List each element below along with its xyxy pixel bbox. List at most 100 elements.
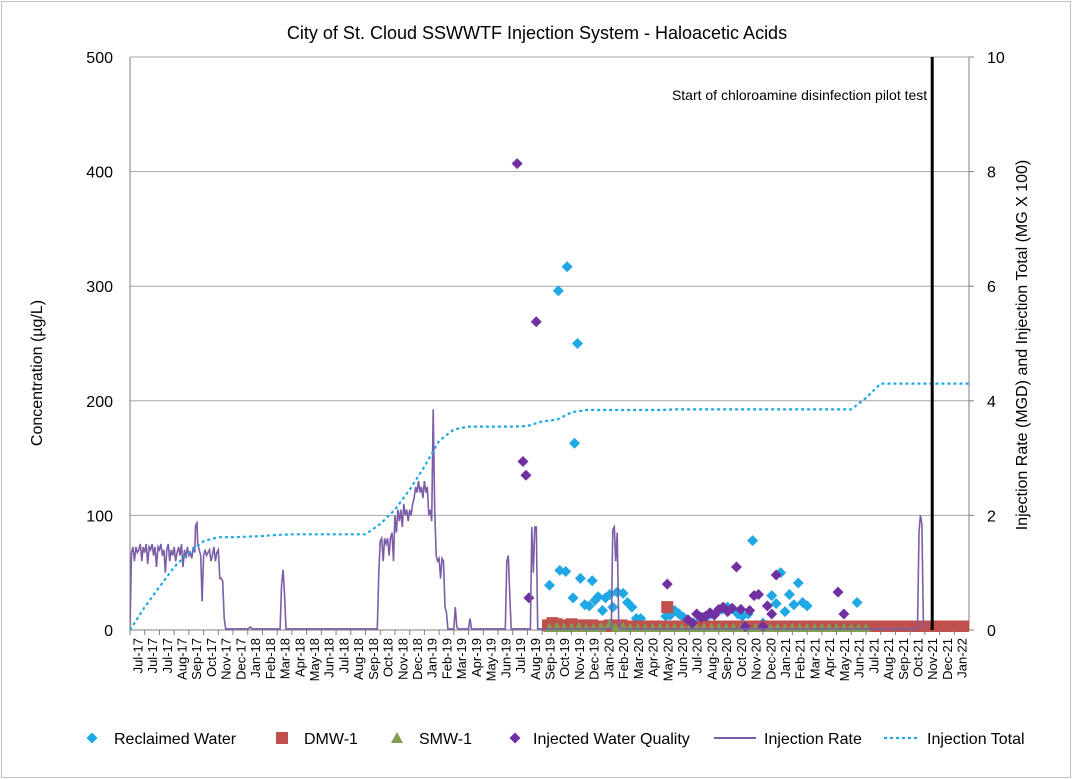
data-point bbox=[640, 622, 651, 632]
y2-tick-label: 8 bbox=[987, 165, 996, 182]
data-point bbox=[552, 285, 564, 297]
series-group bbox=[130, 158, 1046, 633]
x-tick-label: Dec-18 bbox=[410, 638, 425, 680]
legend-label: Injection Rate bbox=[764, 731, 862, 748]
data-point bbox=[728, 622, 739, 632]
data-point bbox=[816, 622, 827, 632]
data-point bbox=[766, 608, 778, 620]
data-point bbox=[824, 622, 835, 632]
data-point bbox=[750, 622, 761, 632]
legend-item: Injection Rate bbox=[714, 731, 862, 748]
x-tick-label: Feb-21 bbox=[793, 638, 808, 679]
data-point bbox=[998, 621, 1010, 633]
x-tick-label: Nov-17 bbox=[219, 638, 234, 680]
y-tick-label: 0 bbox=[104, 623, 113, 640]
data-point bbox=[1034, 621, 1046, 633]
x-tick-label: May-21 bbox=[837, 638, 852, 681]
annotation-label: Start of chloroamine disinfection pilot … bbox=[672, 87, 927, 103]
x-tick-label: Sep-21 bbox=[896, 638, 911, 680]
legend-swatch bbox=[86, 732, 98, 744]
x-tick-label: Jun-19 bbox=[498, 638, 513, 678]
data-point bbox=[792, 577, 804, 589]
data-point bbox=[846, 622, 857, 632]
data-point bbox=[968, 620, 969, 632]
x-tick-label: Nov-20 bbox=[749, 638, 764, 680]
data-point bbox=[581, 622, 592, 632]
y2-tick-label: 10 bbox=[987, 50, 1005, 67]
legend-item: DMW-1 bbox=[276, 731, 358, 748]
x-tick-label: Feb-18 bbox=[263, 638, 278, 679]
x-tick-label: Sep-17 bbox=[189, 638, 204, 680]
x-tick-label: Dec-19 bbox=[587, 638, 602, 680]
x-tick-label: Jan-19 bbox=[425, 638, 440, 678]
data-point bbox=[686, 617, 698, 629]
data-point bbox=[596, 605, 608, 617]
data-point bbox=[802, 622, 813, 632]
data-point bbox=[730, 561, 742, 573]
x-tick-label: Aug-18 bbox=[351, 638, 366, 680]
y2-tick-label: 2 bbox=[987, 508, 996, 525]
legend-item: Injected Water Quality bbox=[509, 731, 690, 748]
x-tick-label: Apr-19 bbox=[469, 638, 484, 677]
x-tick-label: Oct-18 bbox=[381, 638, 396, 677]
data-point bbox=[766, 590, 778, 602]
data-point bbox=[544, 579, 555, 591]
data-point bbox=[530, 316, 542, 328]
x-tick-label: Feb-20 bbox=[616, 638, 631, 679]
x-tick-label: Dec-20 bbox=[763, 638, 778, 680]
data-point bbox=[559, 622, 570, 632]
data-point bbox=[561, 261, 573, 273]
data-point bbox=[787, 622, 798, 632]
x-tick-label: Jan-22 bbox=[955, 638, 970, 678]
data-point bbox=[520, 469, 532, 481]
legend-label: Injected Water Quality bbox=[533, 731, 690, 748]
data-point bbox=[838, 622, 849, 632]
legend-swatch bbox=[391, 732, 403, 743]
data-point bbox=[770, 569, 782, 581]
data-point bbox=[647, 622, 658, 632]
x-tick-label: Jul-17 bbox=[130, 638, 145, 673]
data-point bbox=[588, 622, 599, 632]
annotation-layer: Start of chloroamine disinfection pilot … bbox=[672, 57, 934, 630]
data-point bbox=[713, 622, 724, 632]
x-tick-label: Sep-19 bbox=[543, 638, 558, 680]
data-point bbox=[765, 622, 776, 632]
plot-area bbox=[129, 57, 970, 631]
data-point bbox=[975, 621, 987, 633]
x-tick-label: Jul-17 bbox=[160, 638, 175, 673]
data-point bbox=[1004, 621, 1016, 633]
data-point bbox=[726, 602, 738, 614]
x-tick-label: Aug-21 bbox=[881, 638, 896, 680]
data-point bbox=[610, 622, 621, 632]
injection-rate-line bbox=[130, 409, 926, 630]
data-point bbox=[780, 622, 790, 632]
data-point bbox=[544, 622, 555, 632]
data-point bbox=[853, 622, 864, 632]
y-tick-label: 300 bbox=[86, 279, 113, 296]
data-point bbox=[567, 592, 579, 604]
data-point bbox=[721, 622, 732, 632]
x-tick-label: Apr-18 bbox=[292, 638, 307, 677]
x-tick-label: Oct-20 bbox=[734, 638, 749, 677]
data-point bbox=[574, 572, 586, 584]
x-tick-label: Jul-19 bbox=[513, 638, 528, 673]
x-tick-label: Jun-18 bbox=[322, 638, 337, 678]
data-point bbox=[676, 622, 687, 632]
data-point bbox=[788, 599, 800, 611]
x-tick-label: Apr-20 bbox=[646, 638, 661, 677]
legend-label: Injection Total bbox=[927, 731, 1025, 748]
x-tick-label: Nov-21 bbox=[925, 638, 940, 680]
x-tick-label: Jan-20 bbox=[601, 638, 616, 678]
data-point bbox=[669, 622, 680, 632]
x-tick-label: Oct-17 bbox=[204, 638, 219, 677]
data-point bbox=[706, 622, 717, 632]
legend-label: DMW-1 bbox=[304, 731, 358, 748]
x-tick-label: May-19 bbox=[484, 638, 499, 681]
legend: Reclaimed Water DMW-1 SMW-1 Injected Water … bbox=[86, 731, 1025, 748]
data-point bbox=[735, 603, 747, 615]
x-tick-label: Jun-21 bbox=[852, 638, 867, 678]
data-point bbox=[801, 600, 813, 612]
x-tick-label: Mar-19 bbox=[454, 638, 469, 679]
